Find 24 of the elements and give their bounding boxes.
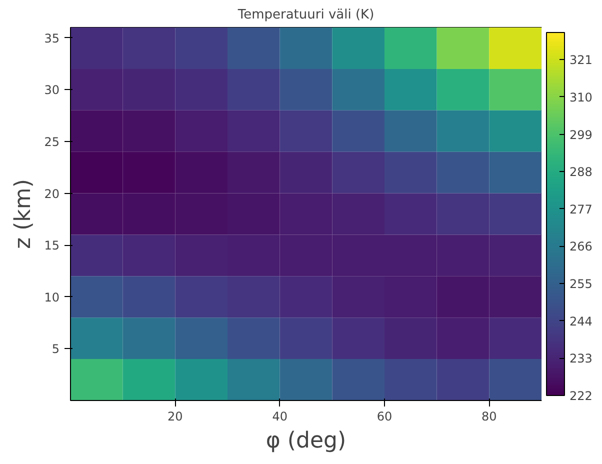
x-axis-title: φ (deg) (266, 428, 346, 454)
x-tick-label: 80 (482, 410, 497, 424)
color-bar-label: 255 (570, 277, 592, 292)
color-bar-label: 299 (570, 128, 592, 142)
color-bar-label: 233 (570, 352, 592, 366)
y-tick-label: 5 (52, 342, 60, 356)
chart-title: Temperatuuri väli (K) (236, 8, 374, 22)
y-tick-label: 30 (44, 83, 60, 98)
y-tick-label: 35 (44, 31, 60, 46)
color-bar-label: 277 (570, 202, 592, 216)
color-bar-label: 310 (570, 90, 592, 104)
y-tick-label: 25 (44, 134, 60, 149)
x-tick-label: 40 (272, 410, 288, 424)
color-bar-label: 288 (570, 165, 592, 180)
color-bar-label: 222 (570, 389, 592, 403)
y-axis-title: z (km) (11, 179, 36, 249)
x-tick-label: 60 (376, 410, 392, 424)
color-bar-label: 244 (570, 314, 592, 328)
x-tick-label: 20 (168, 410, 183, 424)
y-tick-label: 15 (44, 238, 60, 253)
color-bar-label: 321 (570, 53, 592, 68)
y-tick-label: 20 (44, 186, 60, 201)
y-tick-label: 10 (44, 290, 60, 304)
color-bar-label: 266 (570, 240, 592, 254)
